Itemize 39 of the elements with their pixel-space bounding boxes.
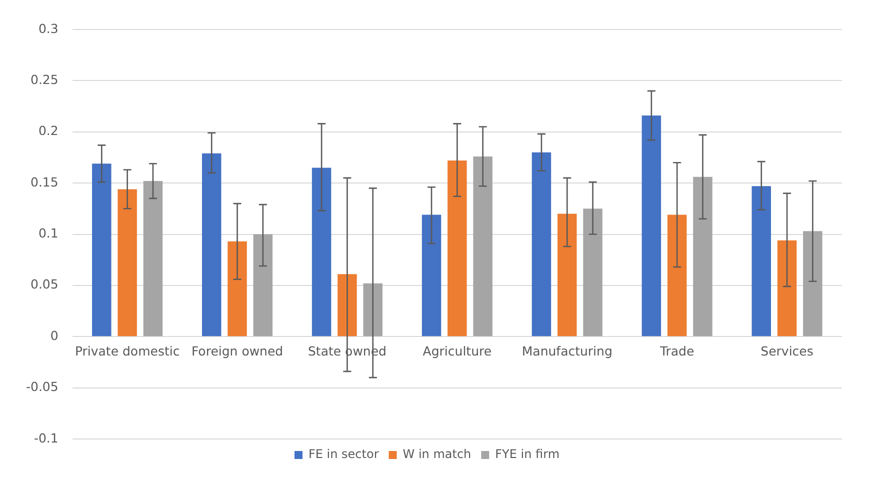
- y-tick-label: -0.05: [26, 379, 58, 394]
- bar: [228, 241, 247, 336]
- x-tick-label: Manufacturing: [522, 343, 612, 358]
- y-tick-label: 0.05: [30, 276, 58, 292]
- y-tick-label: 0.1: [38, 226, 58, 240]
- legend-label: W in match: [402, 447, 472, 462]
- bar: [667, 214, 687, 336]
- x-tick-label: Trade: [658, 343, 694, 358]
- y-tick-label: 0: [50, 328, 58, 343]
- bar: [202, 153, 222, 336]
- legend-label: FE in sector: [308, 447, 379, 462]
- bar: [92, 164, 112, 336]
- bar: [752, 186, 771, 336]
- x-tick-label: Foreign owned: [191, 343, 284, 358]
- bar: [473, 156, 492, 336]
- bar: [583, 208, 602, 336]
- bar: [422, 214, 442, 336]
- bar: [363, 283, 382, 336]
- y-tick-label: -0.1: [34, 430, 58, 446]
- y-tick-label: 0.2: [38, 123, 58, 138]
- bar: [312, 168, 332, 336]
- bar: [448, 160, 467, 336]
- bar: [558, 214, 577, 336]
- bar: [253, 234, 273, 336]
- y-tick-label: 0.15: [30, 174, 58, 190]
- x-tick-label: Services: [760, 343, 814, 358]
- x-tick-label: Agriculture: [422, 343, 492, 358]
- bar: [803, 231, 822, 336]
- x-tick-label: Private domestic: [74, 343, 180, 358]
- bar: [118, 189, 137, 336]
- bar: [338, 274, 357, 336]
- y-tick-label: 0.25: [30, 72, 58, 87]
- bar: [642, 115, 662, 336]
- y-tick-label: 0.3: [38, 20, 58, 36]
- bar: [143, 181, 163, 336]
- bar: [777, 240, 797, 336]
- legend-label: FYE in firm: [495, 447, 560, 462]
- bar: [693, 176, 712, 336]
- bar: [532, 152, 552, 336]
